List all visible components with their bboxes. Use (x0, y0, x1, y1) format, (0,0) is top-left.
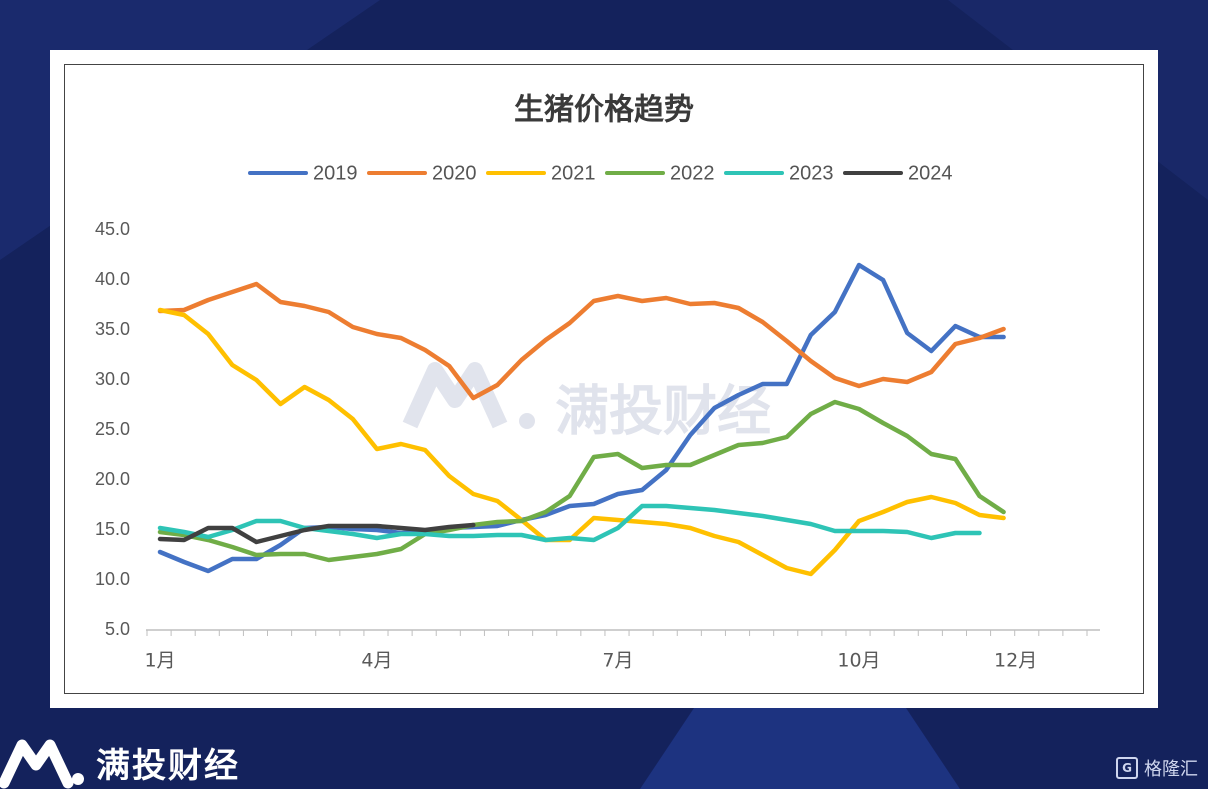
brand-name: 满投财经 (96, 745, 240, 786)
y-tick-label: 40.0 (95, 269, 130, 289)
legend-label-2024: 2024 (908, 162, 953, 184)
legend-label-2020: 2020 (432, 162, 477, 184)
chart-card: 满投财经 生猪价格趋势 2019 2020 2021 2022 2023 2024 5.0 10.… (50, 50, 1158, 708)
y-tick-label: 5.0 (105, 619, 130, 639)
glh-g-icon: G (1116, 757, 1138, 779)
y-tick-label: 20.0 (95, 469, 130, 489)
corner-badge: G 格隆汇 (1116, 755, 1198, 781)
background-shape (640, 699, 960, 789)
y-tick-label: 10.0 (95, 569, 130, 589)
series-line-2023 (157, 503, 982, 543)
y-tick-label: 30.0 (95, 369, 130, 389)
legend-label-2021: 2021 (551, 162, 596, 184)
ma-logo-icon (0, 739, 84, 789)
chart-frame: 满投财经 生猪价格趋势 2019 2020 2021 2022 2023 2024 5.0 10.… (64, 64, 1144, 694)
series-line-2021 (157, 307, 1006, 577)
series-line-2024 (157, 522, 476, 545)
corner-badge-text: 格隆汇 (1144, 759, 1198, 780)
series-line-2020 (157, 281, 1006, 401)
price-trend-chart: 满投财经 生猪价格趋势 2019 2020 2021 2022 2023 2024 5.0 10.… (95, 93, 1100, 672)
chart-title: 生猪价格趋势 (514, 93, 694, 128)
watermark-logo-icon (402, 362, 508, 429)
y-tick-label: 15.0 (95, 519, 130, 539)
brand-footer: 满投财经 (0, 735, 240, 789)
x-tick-label: 10月 (837, 650, 880, 672)
x-tick-label: 1月 (144, 650, 175, 672)
x-tick-label: 4月 (361, 650, 392, 672)
y-tick-label: 45.0 (95, 219, 130, 239)
series-line-2022 (157, 399, 1006, 563)
watermark: 满投财经 (402, 362, 771, 443)
x-tick-label: 12月 (994, 650, 1037, 672)
legend-label-2023: 2023 (789, 162, 834, 184)
watermark-logo-dot (519, 413, 535, 429)
legend-label-2022: 2022 (670, 162, 715, 184)
watermark-text: 满投财经 (555, 380, 771, 443)
legend-label-2019: 2019 (313, 162, 358, 184)
y-tick-label: 35.0 (95, 319, 130, 339)
y-tick-label: 25.0 (95, 419, 130, 439)
x-tick-label: 7月 (602, 650, 633, 672)
